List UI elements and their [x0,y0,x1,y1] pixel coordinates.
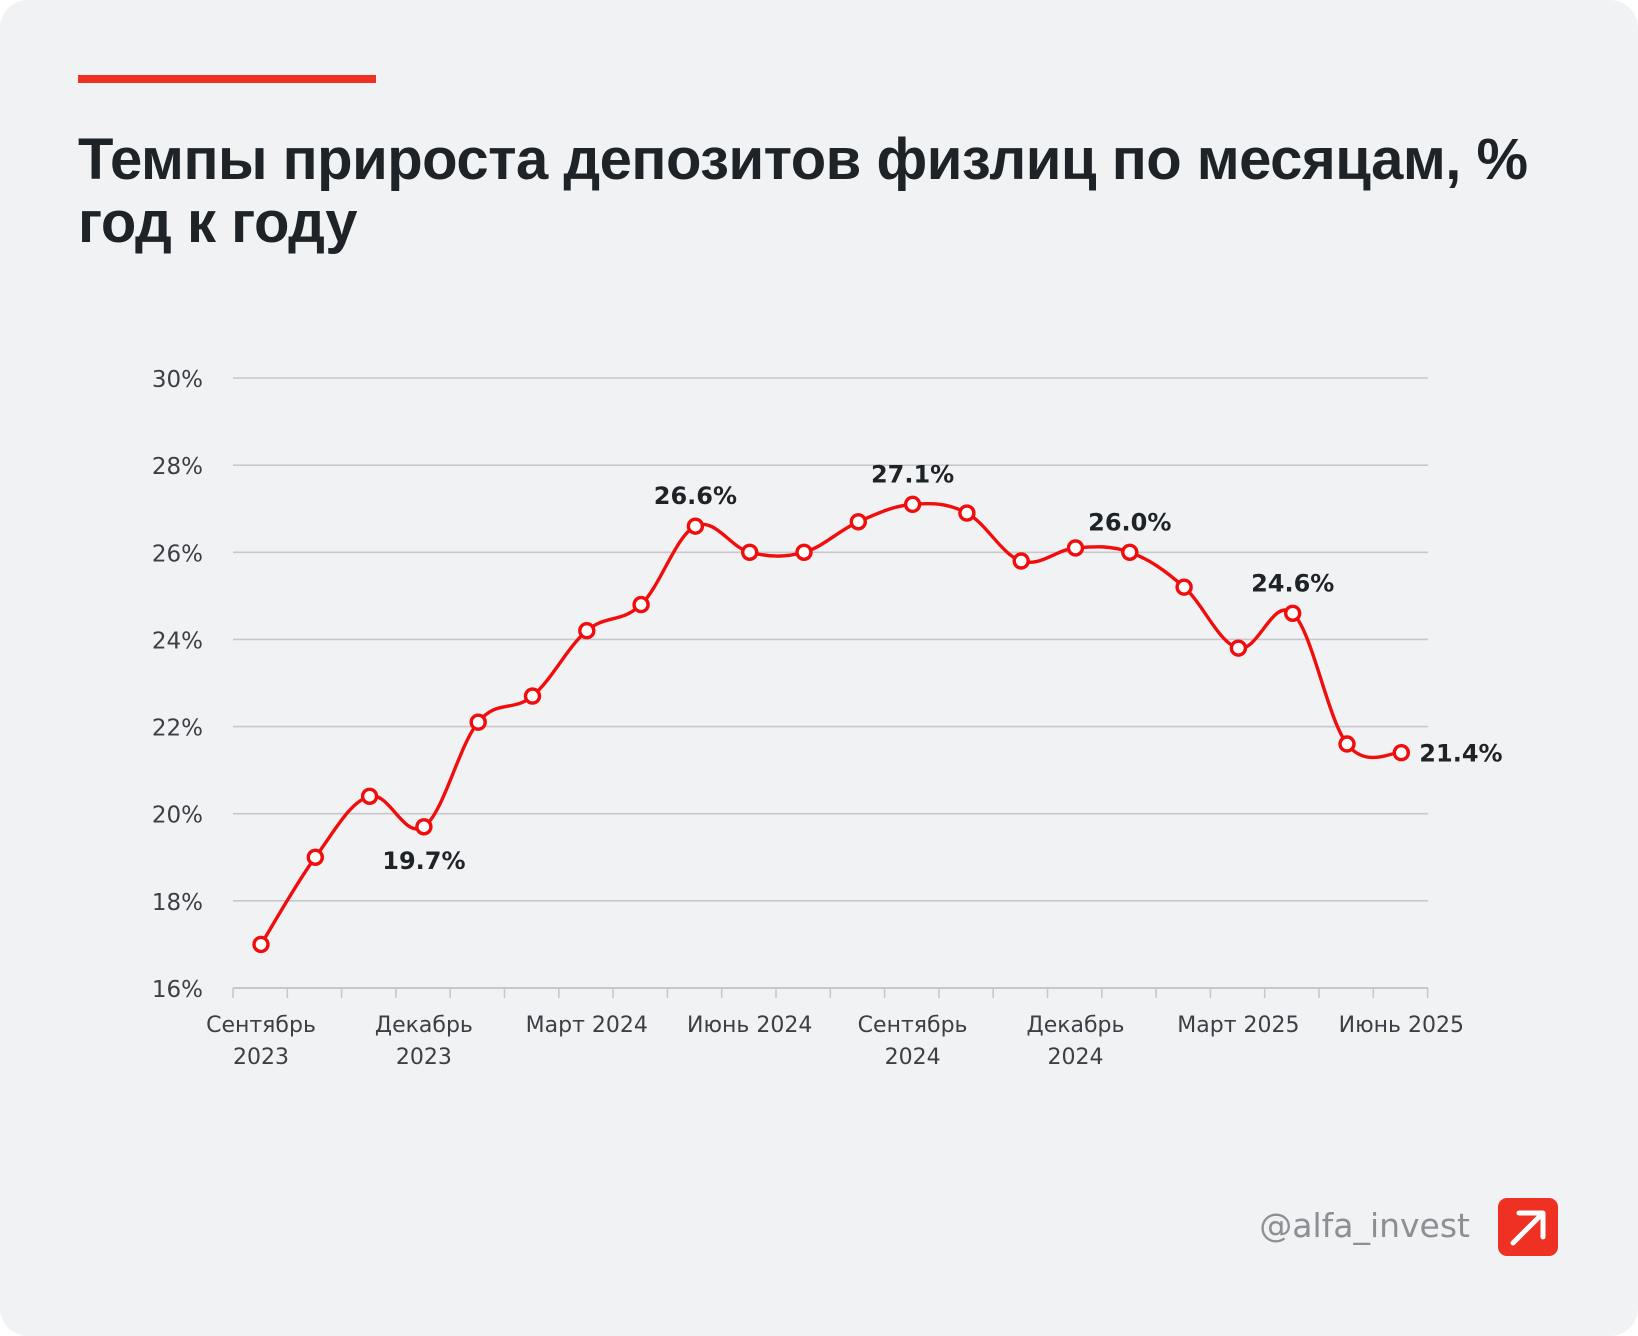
x-tick-label: Декабрь 2023 [375,1013,473,1070]
data-point [1392,744,1411,762]
data-point [306,848,324,866]
data-label: 21.4% [1419,740,1502,768]
data-point [1121,543,1139,561]
series-line-path [259,501,1402,946]
data-labels: 19.7% 26.6% 27.1% 26.0% 24.6% 21.4% [382,460,1502,874]
data-label: 27.1% [871,460,954,488]
data-point [1229,639,1248,657]
x-tick-label: Декабрь 2024 [1027,1013,1125,1070]
chart-title: Темпы прироста депозитов физлиц по месяц… [78,127,1528,255]
series-line [259,501,1402,946]
x-tick-label: Сентябрь 2023 [206,1013,316,1070]
y-tick-label: 16% [152,977,203,1003]
x-axis: Сентябрь 2023 Декабрь 2023 Март 2024 Июнь 202… [206,988,1464,1070]
data-point [1338,735,1356,753]
data-label: 24.6% [1251,569,1334,597]
y-tick-label: 30% [152,367,203,393]
y-tick-labels: 16% 18% 20% 22% 24% 26% 28% 30% [152,367,203,1003]
data-point [849,513,867,531]
data-point [360,787,379,805]
x-tick-label: Март 2025 [1177,1013,1299,1038]
social-handle: @alfa_invest [1259,1206,1470,1245]
data-point [795,543,813,561]
data-point [632,595,650,614]
alfa-arrow-logo-icon [1498,1198,1558,1256]
data-point [1175,578,1193,596]
data-point [958,504,976,522]
x-tick-label: Июнь 2025 [1339,1013,1464,1038]
data-point [578,622,596,640]
data-point [1012,552,1030,570]
y-tick-label: 18% [152,890,203,916]
data-label: 26.0% [1088,508,1171,536]
data-point [252,935,270,954]
data-point [903,495,922,514]
x-tick-label: Сентябрь 2024 [858,1013,968,1070]
gridlines [233,377,1428,989]
data-point [686,517,705,535]
data-point [741,543,759,561]
data-point [415,818,433,836]
data-label: 26.6% [654,482,737,510]
data-point [1066,539,1085,557]
data-point [469,713,487,731]
y-tick-label: 24% [152,628,203,654]
y-tick-label: 22% [152,716,203,742]
data-point [523,687,542,705]
y-tick-label: 20% [152,803,203,829]
x-tick-label: Июнь 2024 [687,1013,812,1038]
accent-line [78,75,376,83]
x-tick-label: Март 2024 [526,1013,648,1038]
y-tick-label: 28% [152,454,203,480]
data-point [1283,604,1302,622]
data-points [252,495,1411,954]
y-tick-label: 26% [152,541,203,567]
data-label: 19.7% [382,847,465,875]
